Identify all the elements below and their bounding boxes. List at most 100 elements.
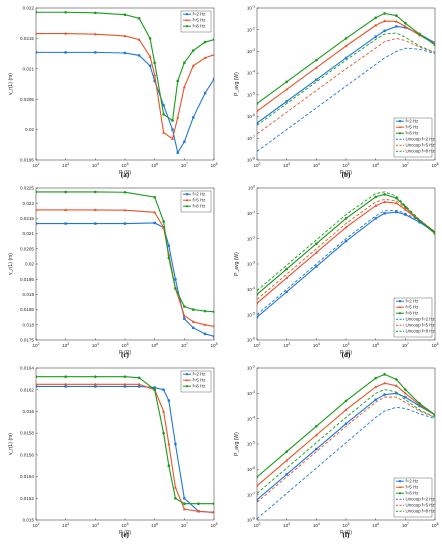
y-tick-label: 0.0175 bbox=[20, 338, 34, 343]
y-tick-label: 10-4 bbox=[247, 286, 255, 292]
data-point bbox=[383, 12, 386, 15]
x-tick-label: 104 bbox=[313, 162, 320, 168]
data-point bbox=[153, 195, 156, 199]
data-point bbox=[183, 317, 186, 320]
data-point bbox=[167, 442, 171, 446]
data-point bbox=[162, 113, 165, 116]
data-point bbox=[257, 109, 259, 113]
x-axis-label: R (Ω) bbox=[119, 350, 131, 356]
y-tick-label: 10-2 bbox=[247, 235, 255, 241]
data-point bbox=[394, 384, 398, 387]
legend-label: Uncoup f=8 Hz bbox=[406, 329, 435, 334]
legend-label: f=8 Hz bbox=[193, 384, 206, 389]
data-point bbox=[123, 190, 127, 194]
data-point bbox=[64, 190, 67, 194]
panel-label: (e) bbox=[121, 531, 129, 539]
data-point bbox=[137, 376, 141, 380]
y-tick-label: 0.021 bbox=[23, 66, 35, 71]
legend-marker bbox=[398, 305, 402, 309]
data-point bbox=[212, 502, 214, 506]
series-line-uncoup-f-2-hz bbox=[257, 406, 435, 520]
legend-marker bbox=[398, 132, 402, 135]
x-tick-label: 108 bbox=[431, 522, 438, 528]
y-tick-label: 0.0195 bbox=[20, 277, 34, 282]
data-point bbox=[383, 29, 386, 32]
data-point bbox=[148, 64, 152, 67]
legend-label: Uncoup f=2 Hz bbox=[406, 497, 435, 502]
data-point bbox=[314, 66, 318, 69]
y-tick-label: 0.0162 bbox=[20, 387, 34, 392]
data-point bbox=[153, 221, 156, 225]
data-point bbox=[183, 61, 186, 65]
series-group bbox=[257, 191, 435, 319]
data-point bbox=[203, 332, 207, 336]
data-point bbox=[173, 485, 177, 489]
data-point bbox=[203, 91, 207, 95]
y-tick-label: 0.0185 bbox=[20, 307, 34, 312]
y-tick-label: 0.0164 bbox=[20, 366, 34, 371]
y-tick-label: 0.0215 bbox=[20, 36, 34, 41]
data-point bbox=[383, 381, 387, 385]
data-point bbox=[123, 13, 127, 16]
y-tick-label: 0.0156 bbox=[20, 452, 34, 457]
data-point bbox=[182, 85, 186, 89]
data-point bbox=[395, 14, 398, 17]
series-line-f-2-hz bbox=[257, 211, 435, 318]
data-point bbox=[395, 378, 398, 381]
data-point bbox=[285, 100, 288, 103]
data-point bbox=[153, 210, 157, 214]
data-point bbox=[162, 131, 166, 134]
x-tick-label: 102 bbox=[253, 342, 260, 348]
x-tick-label: 103 bbox=[283, 522, 290, 528]
y-tick-label: 0.0205 bbox=[20, 246, 34, 251]
data-point bbox=[257, 316, 259, 319]
y-tick-label: 0.0152 bbox=[20, 496, 34, 501]
data-point bbox=[94, 190, 97, 194]
data-point bbox=[192, 116, 195, 119]
data-point bbox=[344, 408, 348, 411]
x-tick-label: 106 bbox=[372, 342, 379, 348]
panel-b: 102 103 104 105 106 107 108 10-8 10-7 10-6 10-5 10-… bbox=[234, 5, 439, 179]
y-tick-label: 0.016 bbox=[23, 409, 35, 414]
y-tick-label: 0.0158 bbox=[20, 431, 34, 436]
data-point bbox=[64, 10, 67, 14]
data-point bbox=[153, 386, 156, 389]
y-axis-label: P_avg (W) bbox=[234, 432, 240, 456]
data-point bbox=[196, 509, 200, 513]
series-group bbox=[36, 375, 214, 514]
data-point bbox=[344, 37, 348, 40]
data-point bbox=[182, 507, 186, 511]
data-point bbox=[315, 447, 318, 451]
x-tick-label: 105 bbox=[342, 162, 349, 168]
data-point bbox=[171, 119, 174, 122]
legend-box bbox=[393, 297, 433, 338]
x-tick-label: 107 bbox=[402, 342, 409, 348]
data-point bbox=[374, 385, 378, 389]
legend-label: f=5 Hz bbox=[193, 198, 206, 203]
legend-label: f=8 Hz bbox=[406, 311, 419, 316]
data-point bbox=[174, 287, 177, 290]
data-point bbox=[64, 208, 68, 211]
data-point bbox=[137, 385, 141, 388]
series-group bbox=[36, 190, 214, 338]
data-point bbox=[153, 61, 156, 65]
x-tick-label: 108 bbox=[210, 342, 217, 348]
x-axis-label: R (Ω) bbox=[119, 530, 131, 536]
legend-label: Uncoup f=5 Hz bbox=[406, 323, 435, 328]
data-point bbox=[404, 395, 407, 399]
legend-marker bbox=[185, 385, 189, 388]
data-point bbox=[203, 309, 207, 313]
legend-marker bbox=[185, 205, 189, 208]
y-tick-label: 10-4 bbox=[247, 70, 255, 76]
data-point bbox=[257, 293, 259, 296]
data-point bbox=[171, 137, 175, 140]
data-point bbox=[167, 244, 171, 247]
series-line-uncoup-f-5-hz bbox=[257, 198, 435, 300]
data-point bbox=[374, 204, 378, 207]
x-tick-label: 103 bbox=[62, 342, 69, 348]
legend-marker bbox=[186, 13, 188, 16]
data-point bbox=[418, 402, 421, 405]
data-point bbox=[212, 53, 214, 56]
data-point bbox=[36, 208, 38, 211]
